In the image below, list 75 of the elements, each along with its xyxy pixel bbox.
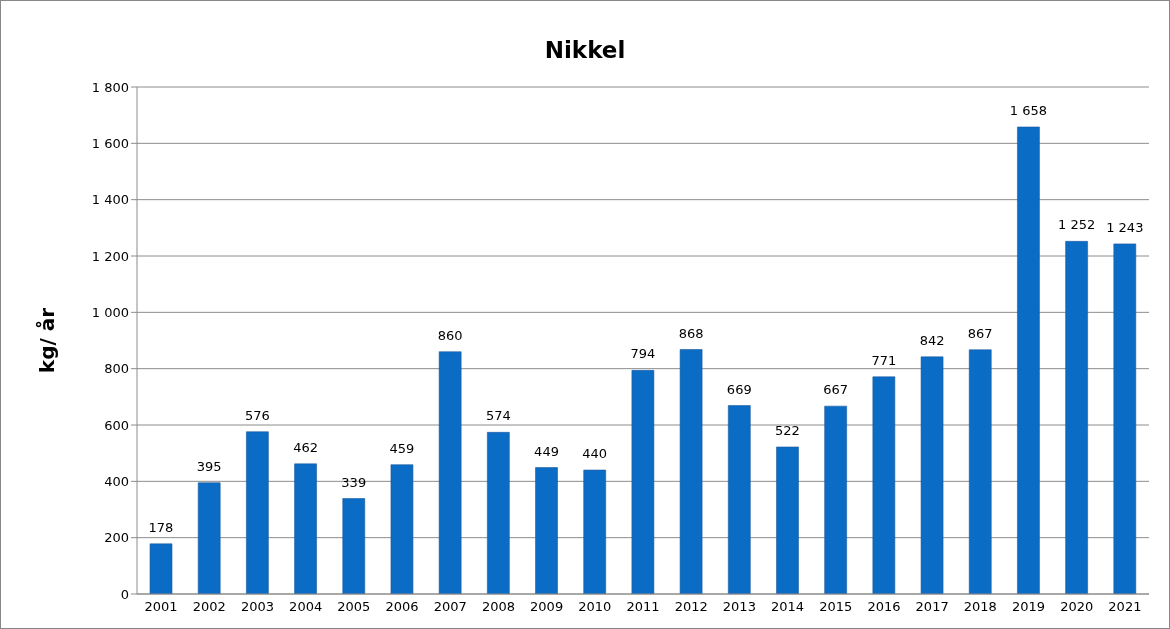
data-label: 1 243	[1106, 219, 1144, 235]
x-tick-label: 2006	[385, 599, 419, 615]
y-tick-label: 1 000	[91, 304, 129, 320]
x-tick-label: 2020	[1060, 599, 1094, 615]
data-label: 459	[389, 440, 415, 456]
data-label: 395	[196, 458, 222, 474]
bar	[246, 431, 269, 594]
data-label: 339	[341, 474, 367, 490]
data-label: 868	[678, 325, 704, 341]
y-tick-label: 800	[104, 361, 129, 377]
bar	[1065, 241, 1088, 594]
data-label: 669	[726, 381, 752, 397]
x-tick-label: 2007	[433, 599, 467, 615]
data-label: 771	[871, 352, 897, 368]
y-tick-label: 1 400	[91, 192, 129, 208]
y-tick-label: 0	[120, 586, 129, 602]
bar	[390, 464, 414, 594]
data-label: 867	[967, 325, 993, 341]
y-tick-label: 1 600	[91, 135, 129, 151]
data-label: 1 252	[1058, 217, 1096, 233]
x-tick-label: 2004	[289, 599, 323, 615]
x-tick-label: 2013	[722, 599, 756, 615]
bar	[968, 349, 992, 594]
x-tick-label: 2001	[144, 599, 178, 615]
bar	[1017, 126, 1040, 594]
x-tick-label: 2015	[819, 599, 853, 615]
bar	[294, 463, 317, 594]
x-tick-label: 2003	[240, 599, 275, 615]
bar	[487, 432, 510, 594]
x-tick-label: 2008	[481, 599, 515, 615]
x-tick-label: 2017	[915, 599, 949, 615]
x-tick-label: 2016	[867, 599, 901, 615]
x-tick-label: 2021	[1108, 599, 1142, 615]
bar	[824, 405, 847, 594]
x-tick-label: 2002	[192, 599, 226, 615]
x-tick-label: 2012	[674, 599, 708, 615]
bar	[342, 498, 366, 594]
y-tick-label: 200	[104, 530, 129, 546]
data-label: 576	[244, 407, 270, 423]
y-tick-label: 600	[104, 417, 129, 433]
data-label: 574	[485, 408, 511, 424]
y-tick-label: 400	[104, 473, 129, 489]
x-tick-label: 2005	[337, 599, 371, 615]
bar	[727, 405, 751, 594]
y-tick-label: 1 800	[91, 79, 129, 95]
data-label: 794	[630, 346, 656, 362]
data-label: 449	[534, 443, 559, 459]
x-tick-label: 2009	[530, 599, 564, 615]
x-tick-label: 2019	[1011, 599, 1046, 615]
x-tick-label: 2010	[578, 599, 612, 615]
bar	[679, 349, 703, 594]
bar	[438, 351, 462, 594]
bar	[535, 467, 558, 594]
bar	[149, 543, 173, 594]
bar	[197, 482, 221, 594]
x-tick-label: 2014	[771, 599, 805, 615]
data-label: 667	[823, 382, 849, 398]
data-label: 860	[437, 327, 463, 343]
data-label: 440	[582, 446, 608, 462]
y-axis-title: kg/ år	[35, 307, 60, 374]
x-tick-label: 2018	[963, 599, 997, 615]
data-label: 462	[293, 439, 318, 455]
data-label: 178	[148, 519, 174, 535]
bar	[776, 446, 799, 594]
bar	[1113, 243, 1137, 594]
x-tick-label: 2011	[626, 599, 660, 615]
y-tick-label: 1 200	[91, 248, 129, 264]
bar	[920, 356, 944, 594]
data-label: 842	[919, 332, 945, 348]
chart-title: Nikkel	[543, 37, 627, 63]
bar	[872, 376, 896, 594]
data-label: 1 658	[1009, 103, 1048, 118]
bar	[631, 370, 655, 594]
data-label: 522	[775, 422, 800, 438]
bar	[583, 469, 607, 594]
